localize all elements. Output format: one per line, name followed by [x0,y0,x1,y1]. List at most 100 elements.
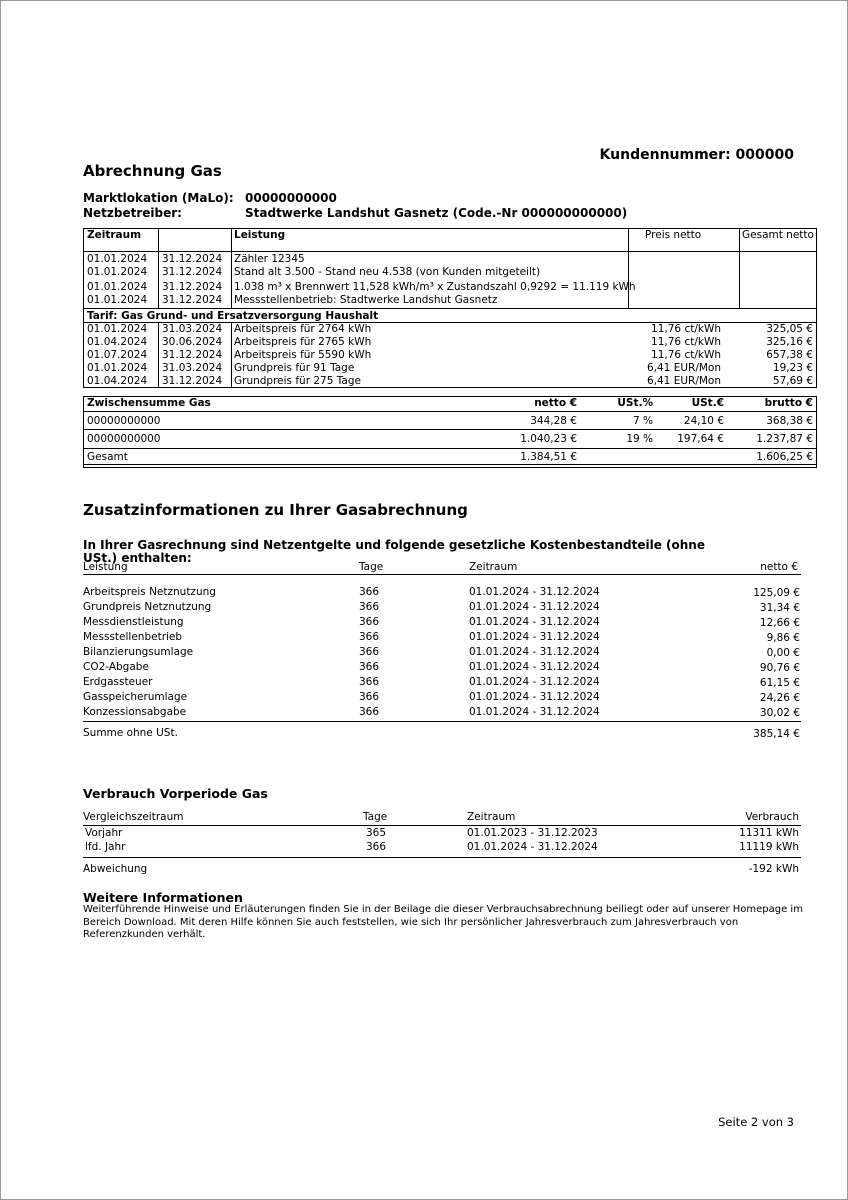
cell: 01.01.2024 - 31.12.2024 [469,661,600,673]
cell: 366 [359,616,380,628]
cell: 01.01.2024 - 31.12.2024 [469,586,600,598]
cell: 01.01.2024 [87,266,148,278]
cell: 01.01.2024 [87,253,148,265]
cell: 30.06.2024 [162,336,223,348]
cell: 01.01.2024 - 31.12.2024 [469,601,600,613]
intro: In Ihrer Gasrechnung sind Netzentgelte u… [83,537,705,565]
section-title: Verbrauch Vorperiode Gas [83,786,268,802]
cell: 366 [359,646,380,658]
cell: 31,34 € [759,602,800,614]
cell: Grundpreis Netznutzung [83,601,212,613]
cell: 57,69 € [772,375,813,387]
section-title: Zusatzinformationen zu Ihrer Gasabrechnu… [83,501,468,519]
cell: Gesamt [87,451,128,463]
cell: 01.01.2024 - 31.12.2024 [467,841,598,853]
rule [816,396,817,468]
rule [83,467,817,468]
doc-title: Abrechnung Gas [83,162,222,180]
cell: 24,26 € [759,692,800,704]
cell: Messstellenbetrieb [83,631,183,643]
cell: Abweichung [83,863,148,875]
cell: 366 [359,601,380,613]
cell: 125,09 € [753,587,800,599]
column-header: USt.€ [691,397,724,409]
cell: 01.01.2024 - 31.12.2024 [469,646,600,658]
cell: 00000000000 [87,415,161,427]
cell: 01.01.2024 - 31.12.2024 [469,676,600,688]
rule [83,721,801,722]
column-header: Tage [359,561,384,573]
cell: 1.040,23 € [520,433,577,445]
cell: 197,64 € [677,433,724,445]
cell: 01.01.2024 - 31.12.2024 [469,631,600,643]
rule [83,464,817,465]
cell: Stand alt 3.500 - Stand neu 4.538 (von K… [234,266,541,278]
column-header: netto € [760,561,798,573]
rule [83,228,817,229]
cell: 31.12.2024 [162,349,223,361]
cell: 31.12.2024 [162,375,223,387]
rule [83,857,801,858]
rule [628,228,629,308]
cell: Erdgassteuer [83,676,153,688]
column-header: Zwischensumme Gas [87,397,211,409]
rule [158,322,159,387]
cell: 01.01.2024 [87,362,148,374]
cell: 19 % [626,433,653,445]
cell: Grundpreis für 275 Tage [234,375,361,387]
rule [231,228,232,308]
cell: 366 [359,691,380,703]
cell: 11,76 ct/kWh [651,323,721,335]
rule [83,411,817,412]
cell: 7 % [633,415,653,427]
cell: 0,00 € [766,647,800,659]
cell: 01.04.2024 [87,336,148,348]
cell: 325,16 € [766,336,813,348]
rule [816,228,817,388]
cell: 90,76 € [759,662,800,674]
column-header: USt.% [617,397,653,409]
page-number: Seite 2 von 3 [718,1114,794,1129]
rule [83,448,817,449]
rule [83,396,817,397]
cell: 366 [359,706,380,718]
section-title: Weitere Informationen [83,890,243,906]
cell: 344,28 € [530,415,577,427]
cell: CO2-Abgabe [83,661,149,673]
cell: Arbeitspreis für 2765 kWh [234,336,372,348]
rule [83,228,84,388]
tariff: Tarif: Gas Grund- und Ersatzversorgung H… [87,310,379,322]
rule [83,308,817,309]
rule [83,396,84,468]
cell: Messstellenbetrieb: Stadtwerke Landshut … [234,294,498,306]
column-header: netto € [534,397,577,409]
operator-value: Stadtwerke Landshut Gasnetz (Code.-Nr 00… [245,205,628,220]
cell: 01.01.2023 - 31.12.2023 [467,827,598,839]
cell: Gasspeicherumlage [83,691,188,703]
column-header: Leistung [234,229,286,241]
rule [83,322,817,323]
column-header: Gesamt netto [742,229,814,241]
malo-value: 00000000000 [245,190,337,205]
cell: 657,38 € [766,349,813,361]
cell: 6,41 EUR/Mon [646,375,721,387]
cell: 19,23 € [772,362,813,374]
cell: 01.04.2024 [87,375,148,387]
cell: 00000000000 [87,433,161,445]
cell: Arbeitspreis Netznutzung [83,586,216,598]
column-header: Tage [363,811,388,823]
cell: 366 [359,631,380,643]
rule [158,228,159,308]
cell: 01.01.2024 [87,323,148,335]
rule [83,251,817,252]
cell: 1.606,25 € [756,451,813,463]
rule [739,228,740,308]
cell: lfd. Jahr [85,841,126,853]
cell: 11119 kWh [739,841,799,853]
cell: 368,38 € [766,415,813,427]
column-header: Zeitraum [469,561,518,573]
rule [83,387,817,388]
column-header: Zeitraum [467,811,516,823]
column-header: brutto € [764,397,813,409]
